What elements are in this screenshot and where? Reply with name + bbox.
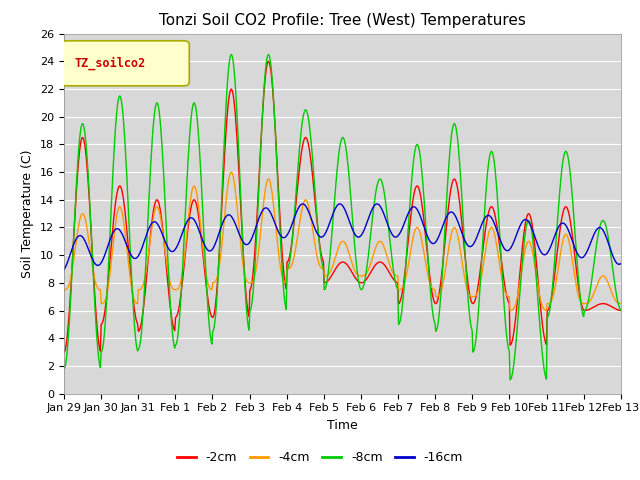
-16cm [299,201,307,207]
-4cm [227,169,235,175]
-8cm [428,295,435,301]
-8cm [184,160,192,166]
-8cm [506,377,514,383]
-8cm [127,270,135,276]
-2cm [127,279,135,285]
X-axis label: Time: Time [327,419,358,432]
-4cm [506,308,514,313]
-2cm [214,281,221,287]
FancyBboxPatch shape [61,41,189,86]
-2cm [264,59,272,64]
Line: -2cm: -2cm [64,61,621,352]
-16cm [60,267,68,273]
Text: TZ_soilco2: TZ_soilco2 [74,57,145,70]
-8cm [70,227,78,233]
-2cm [184,226,192,232]
Line: -4cm: -4cm [64,172,621,311]
-16cm [184,217,192,223]
Title: Tonzi Soil CO2 Profile: Tree (West) Temperatures: Tonzi Soil CO2 Profile: Tree (West) Temp… [159,13,526,28]
-2cm [60,349,68,355]
-8cm [227,51,235,57]
-2cm [617,308,625,313]
-4cm [428,283,435,289]
-8cm [617,307,625,313]
-16cm [617,261,625,266]
-4cm [70,254,78,260]
-2cm [70,228,78,234]
-8cm [411,148,419,154]
-16cm [214,235,221,241]
-16cm [70,240,78,246]
-4cm [184,219,192,225]
-4cm [214,274,221,279]
-4cm [127,284,135,290]
Legend: -2cm, -4cm, -8cm, -16cm: -2cm, -4cm, -8cm, -16cm [172,446,468,469]
Line: -16cm: -16cm [64,204,621,270]
-4cm [617,300,625,306]
Y-axis label: Soil Temperature (C): Soil Temperature (C) [22,149,35,278]
-8cm [214,288,221,294]
-4cm [411,228,419,234]
-4cm [60,287,68,293]
-2cm [428,284,435,289]
-8cm [60,366,68,372]
-16cm [428,240,435,245]
-16cm [411,204,419,210]
-16cm [127,252,135,258]
-2cm [411,188,419,193]
Line: -8cm: -8cm [64,54,621,380]
